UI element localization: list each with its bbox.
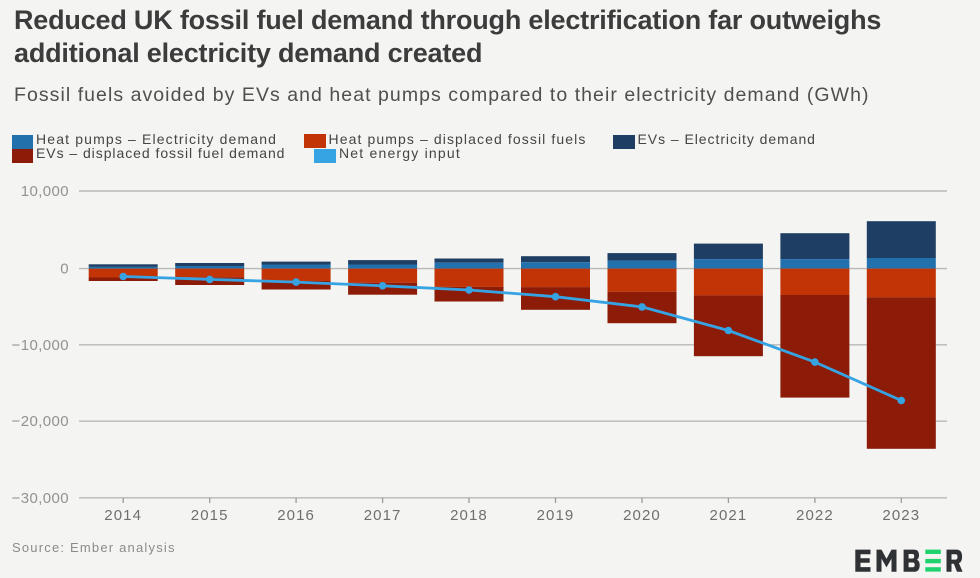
svg-text:2017: 2017 — [364, 507, 402, 524]
svg-text:2019: 2019 — [537, 507, 575, 524]
svg-text:2020: 2020 — [623, 507, 661, 524]
svg-text:10,000: 10,000 — [21, 183, 69, 200]
svg-text:2018: 2018 — [450, 507, 488, 524]
svg-text:−30,000: −30,000 — [12, 490, 69, 507]
svg-text:−20,000: −20,000 — [12, 413, 69, 430]
svg-text:2022: 2022 — [796, 507, 834, 524]
svg-text:0: 0 — [60, 261, 69, 278]
svg-text:2016: 2016 — [277, 507, 315, 524]
svg-text:2015: 2015 — [191, 507, 229, 524]
svg-text:2021: 2021 — [710, 507, 748, 524]
svg-text:2014: 2014 — [104, 507, 142, 524]
svg-text:2023: 2023 — [882, 507, 920, 524]
svg-text:−10,000: −10,000 — [12, 337, 69, 354]
